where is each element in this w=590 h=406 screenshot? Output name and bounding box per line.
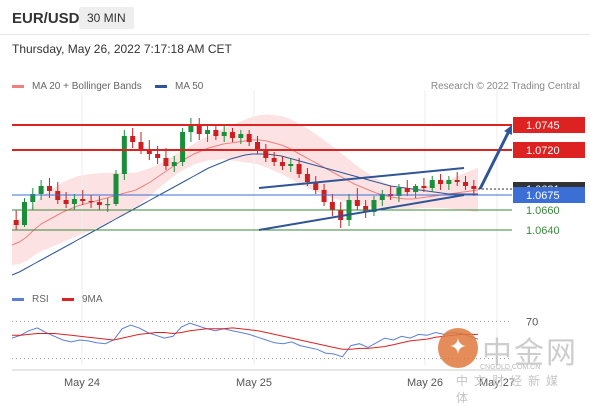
x-tick-label: May 27 (479, 377, 515, 389)
x-tick-label: May 24 (64, 377, 100, 389)
candle-body (313, 182, 319, 190)
candle-body (130, 136, 136, 142)
candle-body (221, 132, 227, 136)
level-box (513, 117, 585, 133)
candle-body (38, 186, 44, 194)
legend-ma20-label: MA 20 + Bollinger Bands (32, 81, 142, 92)
candle-body (46, 186, 52, 191)
candle-body (196, 124, 202, 134)
rsi-swatch (12, 297, 24, 301)
channel-lower-line (258, 194, 465, 231)
ma50-swatch (155, 84, 167, 88)
timeframe-badge[interactable]: 30 MIN (79, 7, 134, 29)
candle-body (113, 174, 119, 204)
candle-body (230, 132, 236, 138)
level-label: 1.0675 (526, 190, 560, 202)
candle-body (155, 154, 161, 158)
candle-body (205, 130, 211, 134)
legend-ma50: MA 50 (155, 81, 203, 92)
copyright-text: Research © 2022 Trading Central (430, 81, 580, 92)
rsi-9ma-line (12, 327, 478, 350)
candle-body (105, 204, 111, 206)
candle-body (379, 194, 385, 200)
candle-body (454, 180, 460, 182)
legend-ma20: MA 20 + Bollinger Bands (12, 81, 142, 92)
candle-body (271, 158, 277, 162)
candle-body (304, 174, 310, 182)
candle-body (279, 162, 285, 166)
datetime-label: Thursday, May 26, 2022 7:17:18 AM CET (12, 42, 232, 56)
candle-body (238, 134, 244, 138)
legend-9ma-label: 9MA (82, 294, 103, 305)
candle-body (13, 220, 19, 225)
x-tick-label: May 25 (236, 377, 272, 389)
ma20-line (11, 139, 479, 246)
candle-body (329, 202, 335, 210)
candle-body (429, 180, 435, 188)
candle-body (188, 124, 194, 132)
candle-body (288, 164, 294, 166)
legend-ma50-label: MA 50 (175, 81, 204, 92)
legend-9ma: 9MA (62, 294, 103, 305)
candle-body (88, 201, 94, 203)
candle-body (138, 142, 144, 150)
cngold-logo-icon: ✦ (438, 328, 478, 368)
ma20-swatch (12, 84, 24, 88)
watermark-sub: 中文财经新媒体 (456, 374, 565, 405)
candle-body (171, 162, 177, 166)
candle-body (146, 150, 152, 154)
candle-body (213, 130, 219, 136)
candle-body (96, 202, 102, 205)
projection-arrow-shaft (478, 130, 511, 190)
candle-body (363, 206, 369, 212)
rsi-rsi-line (11, 322, 479, 358)
candle-body (396, 188, 402, 196)
legend-rsi-label: RSI (32, 294, 49, 305)
projection-arrow-head (504, 125, 512, 135)
x-tick-label: May 26 (407, 377, 443, 389)
candle-body (463, 182, 469, 186)
chart-header: EUR/USD 30 MIN (0, 0, 590, 34)
candle-body (71, 199, 77, 204)
candle-body (321, 190, 327, 202)
candle-body (246, 134, 252, 142)
candle-body (263, 150, 269, 158)
candle-body (30, 194, 36, 202)
candle-body (413, 186, 419, 192)
legend-rsi: RSI (12, 294, 49, 305)
candle-body (180, 132, 186, 162)
level-label: 1.0745 (526, 120, 560, 132)
candle-body (446, 180, 452, 184)
rsi-tick-label: 70 (526, 316, 538, 328)
candle-body (471, 186, 477, 189)
level-label: 1.0720 (526, 145, 560, 157)
candle-body (371, 200, 377, 212)
watermark: ✦ 中金网 CNGOLD.COM.CN 中文财经新媒体 (438, 326, 578, 405)
bollinger-band (12, 114, 478, 266)
candle-body (121, 136, 127, 174)
level-label: 1.0660 (526, 205, 560, 217)
candle-body (163, 158, 169, 166)
candle-body (254, 142, 260, 150)
ma50-line (11, 153, 478, 276)
candle-body (80, 199, 86, 201)
symbol-title: EUR/USD (12, 10, 80, 27)
candle-body (63, 200, 69, 204)
candle-body (21, 202, 27, 225)
ma9-swatch (62, 297, 74, 301)
header-divider (0, 34, 590, 35)
level-box (513, 142, 585, 158)
watermark-cn: 中金网 (482, 336, 578, 371)
candle-body (421, 186, 427, 188)
watermark-url: CNGOLD.COM.CN (480, 364, 541, 371)
candle-body (296, 164, 302, 174)
candle-body (338, 210, 344, 220)
channel-upper-line (258, 167, 465, 189)
candle-body (438, 180, 444, 184)
level-label: 1.0640 (526, 225, 560, 237)
level-box (513, 187, 585, 203)
candle-body (404, 188, 410, 192)
candle-body (354, 200, 360, 206)
